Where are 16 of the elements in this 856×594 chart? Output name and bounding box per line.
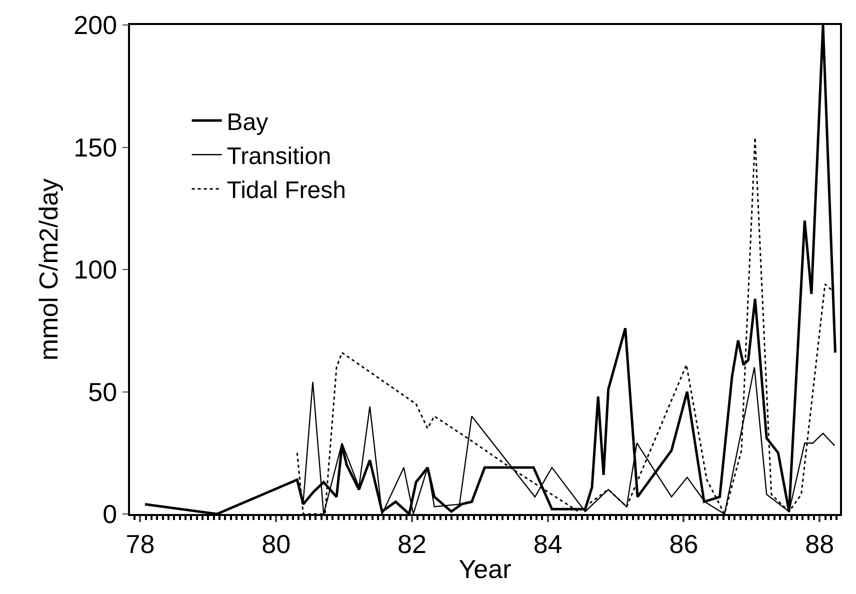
x-tick-label: 82 [398,528,426,559]
y-tick-label: 200 [74,10,118,40]
y-tick-label: 150 [74,132,118,162]
y-axis-title: mmol C/m2/day [34,178,64,361]
legend-label: Bay [226,108,268,136]
y-tick-label: 50 [88,376,118,407]
x-tick-label: 86 [669,528,698,559]
y-tick-label: 100 [74,254,118,285]
legend-label: Transition [226,143,332,170]
x-tick-label: 84 [533,528,562,559]
x-tick-label: 80 [262,528,291,559]
x-tick-label: 88 [805,528,834,559]
x-axis-title: Year [458,554,512,584]
x-tick-label: 78 [126,528,155,559]
legend-label: Tidal Fresh [226,177,346,204]
y-tick-label: 0 [102,499,118,530]
